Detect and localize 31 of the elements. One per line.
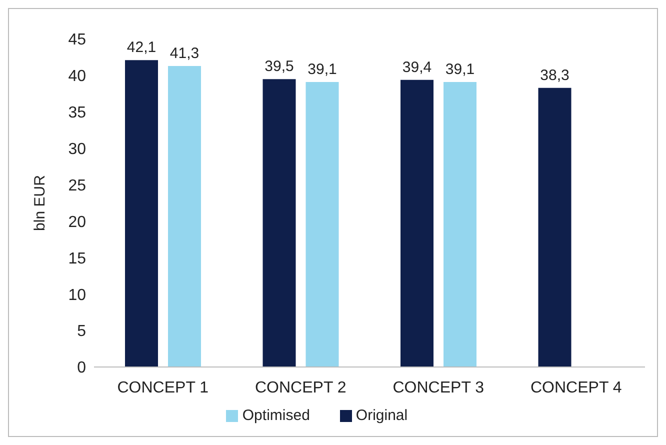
y-tick-label: 35 xyxy=(68,104,86,122)
data-label: 41,3 xyxy=(170,44,200,62)
bar xyxy=(400,80,434,367)
legend-label: Optimised xyxy=(242,407,310,424)
y-axis-title: bln EUR xyxy=(31,174,48,231)
y-tick-label: 25 xyxy=(68,177,86,194)
data-label: 39,1 xyxy=(445,61,475,78)
bar xyxy=(168,66,201,367)
x-tick-label: CONCEPT 2 xyxy=(254,379,346,396)
y-tick-label: 10 xyxy=(68,286,86,304)
x-tick-label: CONCEPT 1 xyxy=(117,379,209,396)
x-tick-label: CONCEPT 3 xyxy=(392,379,484,396)
bar xyxy=(262,79,296,367)
bar xyxy=(538,88,572,367)
bar xyxy=(306,82,339,367)
y-tick-label: 40 xyxy=(68,68,86,86)
y-tick-label: 30 xyxy=(68,141,86,158)
bar xyxy=(125,60,158,367)
data-label: 39,4 xyxy=(402,58,432,76)
y-tick-label: 0 xyxy=(77,360,86,377)
y-tick-label: 20 xyxy=(68,214,86,231)
y-tick-label: 45 xyxy=(68,32,86,49)
data-label: 39,5 xyxy=(264,58,294,76)
y-tick-label: 15 xyxy=(68,250,86,268)
bar xyxy=(444,82,476,367)
legend-label: Original xyxy=(356,407,408,424)
data-label: 42,1 xyxy=(126,39,156,56)
y-tick-label: 5 xyxy=(77,323,86,340)
data-label: 38,3 xyxy=(540,66,570,84)
data-label: 39,1 xyxy=(308,61,337,78)
x-tick-label: CONCEPT 4 xyxy=(530,379,622,396)
